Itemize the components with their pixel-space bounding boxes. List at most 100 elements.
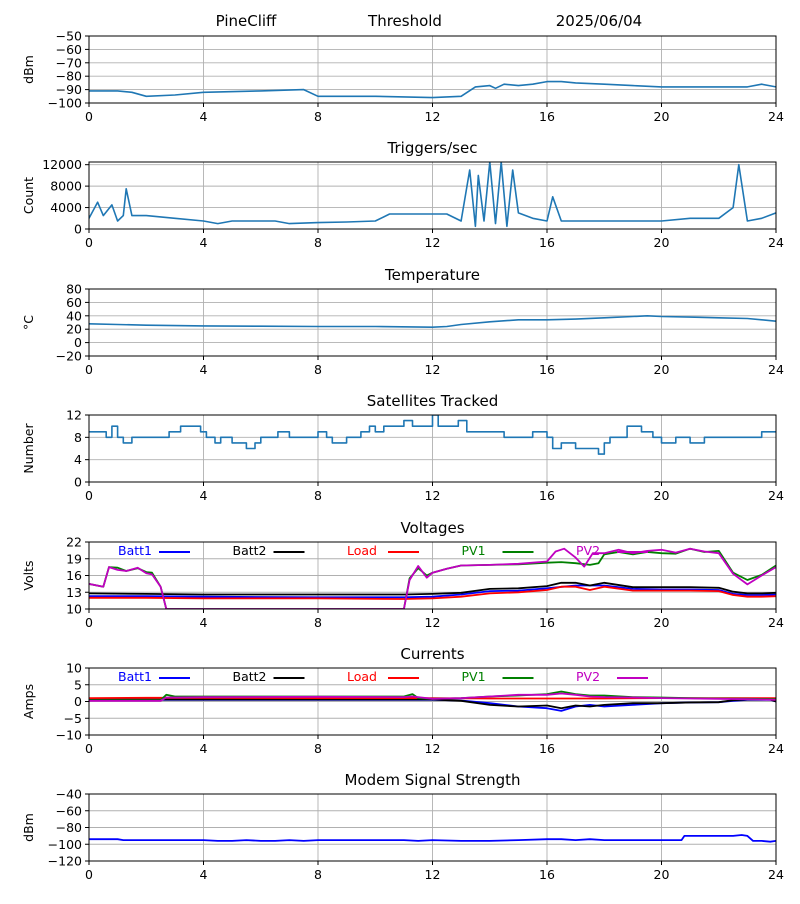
x-tick-label: 20 xyxy=(654,488,670,503)
y-tick-label: 0 xyxy=(74,335,82,350)
y-tick-label: 13 xyxy=(66,585,82,600)
x-tick-label: 8 xyxy=(314,867,322,882)
x-tick-label: 4 xyxy=(200,615,208,630)
y-tick-label: 80 xyxy=(66,282,82,297)
x-tick-label: 20 xyxy=(654,109,670,124)
y-tick-label: −40 xyxy=(56,787,82,802)
chart-title: Triggers/sec xyxy=(387,139,478,157)
x-tick-label: 24 xyxy=(768,235,784,250)
y-axis-label: dBm xyxy=(21,55,36,84)
x-tick-label: 24 xyxy=(768,867,784,882)
x-tick-label: 0 xyxy=(85,741,93,756)
y-axis-label: Count xyxy=(21,177,36,214)
x-tick-label: 12 xyxy=(425,109,441,124)
chart-title: Temperature xyxy=(384,266,480,284)
y-tick-label: −100 xyxy=(48,96,82,111)
x-tick-label: 4 xyxy=(200,362,208,377)
series-line-modem xyxy=(89,834,776,843)
y-tick-label: −10 xyxy=(56,728,82,743)
x-tick-label: 12 xyxy=(425,741,441,756)
x-tick-label: 0 xyxy=(85,362,93,377)
x-tick-label: 12 xyxy=(425,362,441,377)
y-tick-label: 8 xyxy=(74,430,82,445)
x-tick-label: 8 xyxy=(314,362,322,377)
y-tick-label: −50 xyxy=(56,29,82,44)
x-tick-label: 0 xyxy=(85,867,93,882)
y-tick-label: −80 xyxy=(56,69,82,84)
y-tick-label: 4 xyxy=(74,452,82,467)
legend-label-pv2: PV2 xyxy=(576,543,600,558)
chart-title: Satellites Tracked xyxy=(367,392,498,410)
x-tick-label: 24 xyxy=(768,488,784,503)
y-tick-label: −20 xyxy=(56,349,82,364)
series-line-satellites xyxy=(89,415,776,455)
y-tick-label: 5 xyxy=(74,677,82,692)
x-tick-label: 4 xyxy=(200,741,208,756)
y-axis-label: Number xyxy=(21,423,36,474)
y-tick-label: −100 xyxy=(48,837,82,852)
chart-title: Currents xyxy=(400,645,464,663)
y-tick-label: 40 xyxy=(66,308,82,323)
y-tick-label: 16 xyxy=(66,568,82,583)
x-tick-label: 16 xyxy=(539,615,555,630)
x-tick-label: 4 xyxy=(200,235,208,250)
x-tick-label: 0 xyxy=(85,109,93,124)
series-line-temperature xyxy=(89,315,776,328)
y-tick-label: 20 xyxy=(66,322,82,337)
x-tick-label: 8 xyxy=(314,109,322,124)
report-date: 2025/06/04 xyxy=(556,12,642,30)
legend-label-load: Load xyxy=(347,543,377,558)
legend-label-load: Load xyxy=(347,669,377,684)
x-tick-label: 12 xyxy=(425,235,441,250)
y-tick-label: −120 xyxy=(48,854,82,869)
legend-label-pv2: PV2 xyxy=(576,669,600,684)
y-tick-label: −90 xyxy=(56,82,82,97)
x-tick-label: 16 xyxy=(539,741,555,756)
x-tick-label: 24 xyxy=(768,741,784,756)
x-tick-label: 8 xyxy=(314,741,322,756)
y-tick-label: 10 xyxy=(66,602,82,617)
legend-label-batt2: Batt2 xyxy=(233,543,267,558)
y-tick-label: 12000 xyxy=(42,157,82,172)
y-tick-label: 10 xyxy=(66,661,82,676)
x-tick-label: 8 xyxy=(314,235,322,250)
x-tick-label: 12 xyxy=(425,867,441,882)
x-tick-label: 0 xyxy=(85,235,93,250)
y-tick-label: −80 xyxy=(56,820,82,835)
panel-triggers: 0 4 8 12 16 20 24 12000 8000 4000 0 Triggers/sec Cou… xyxy=(21,139,784,250)
x-tick-label: 20 xyxy=(654,362,670,377)
x-tick-label: 24 xyxy=(768,109,784,124)
y-tick-label: 22 xyxy=(66,535,82,550)
y-tick-label: −70 xyxy=(56,55,82,70)
series-line-batt2 xyxy=(89,698,776,710)
x-tick-label: 0 xyxy=(85,488,93,503)
x-tick-label: 24 xyxy=(768,615,784,630)
y-tick-label: −5 xyxy=(64,711,82,726)
y-axis-label: °C xyxy=(21,315,36,330)
y-tick-label: 0 xyxy=(74,222,82,237)
x-tick-label: 16 xyxy=(539,109,555,124)
y-axis-label: Amps xyxy=(21,684,36,719)
x-tick-label: 16 xyxy=(539,235,555,250)
y-tick-label: 19 xyxy=(66,551,82,566)
x-tick-label: 20 xyxy=(654,235,670,250)
y-tick-label: 4000 xyxy=(50,200,82,215)
station-name: PineCliff xyxy=(216,12,277,30)
trigger-mode: Threshold xyxy=(367,12,442,30)
x-tick-label: 12 xyxy=(425,488,441,503)
x-tick-label: 20 xyxy=(654,741,670,756)
chart-title: Modem Signal Strength xyxy=(345,771,521,789)
x-tick-label: 0 xyxy=(85,615,93,630)
legend-label-pv1: PV1 xyxy=(462,669,486,684)
legend-label-pv1: PV1 xyxy=(462,543,486,558)
y-tick-label: −60 xyxy=(56,803,82,818)
x-tick-label: 12 xyxy=(425,615,441,630)
x-tick-label: 8 xyxy=(314,615,322,630)
legend-label-batt1: Batt1 xyxy=(118,669,152,684)
x-tick-label: 4 xyxy=(200,488,208,503)
series-line-pv2 xyxy=(89,547,776,609)
series-line-load xyxy=(89,585,776,600)
y-tick-label: 0 xyxy=(74,475,82,490)
chart-title: Voltages xyxy=(400,519,464,537)
